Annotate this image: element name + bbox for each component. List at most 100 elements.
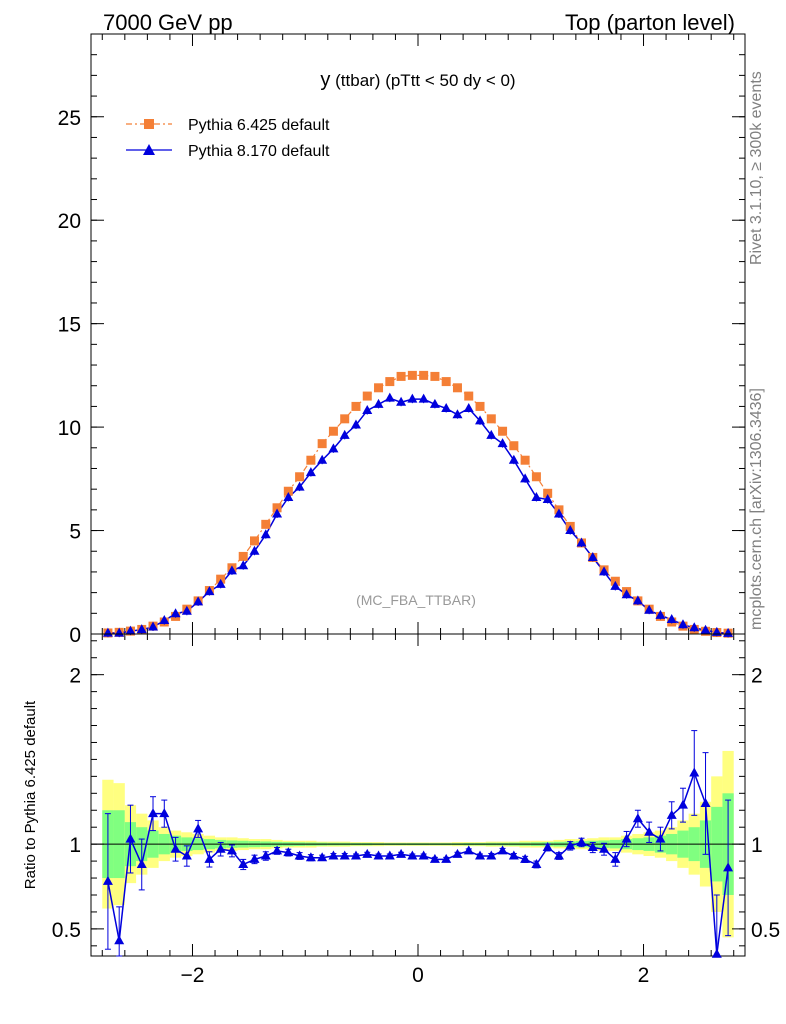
pythia6-point (419, 370, 429, 380)
pythia8-point (599, 566, 610, 576)
pythia8-point (666, 614, 677, 624)
pythia8-point (204, 586, 215, 596)
ratio-pythia8-point (373, 850, 384, 860)
ratio-pythia8-point (553, 850, 564, 860)
pythia8-point (373, 398, 384, 408)
ratio-pythia8-point (632, 813, 643, 823)
y-tick-label-right: 1 (751, 834, 763, 857)
ratio-pythia8-point (463, 845, 474, 855)
pythia8-point (396, 396, 407, 406)
ratio-pythia8-point (644, 826, 655, 836)
pythia6-point (531, 472, 541, 482)
pythia8-point (350, 419, 361, 429)
ratio-pythia8-point (396, 848, 407, 858)
pythia8-point (193, 596, 204, 606)
pythia8-point (486, 429, 497, 439)
ratio-ylabel: Ratio to Pythia 6.425 default (22, 700, 39, 889)
pythia8-point (148, 621, 159, 631)
pythia8-point (170, 608, 181, 618)
pythia6-point (272, 503, 282, 513)
pythia8-point (587, 551, 598, 561)
ratio-pythia8-point (655, 833, 666, 843)
ratio-pythia8-point (542, 842, 553, 852)
analysis-label: (MC_FBA_TTBAR) (356, 592, 476, 608)
ratio-pythia8-point (384, 850, 395, 860)
y-tick-label-right: 0.5 (751, 919, 780, 942)
y-tick-label: 15 (58, 314, 81, 337)
ratio-pythia8-point (272, 845, 283, 855)
ratio-pythia8-point (215, 843, 226, 853)
ratio-pythia8-point (305, 852, 316, 862)
pythia8-point (452, 409, 463, 419)
pythia8-point (475, 415, 486, 425)
pythia8-point (418, 393, 429, 403)
ratio-pythia8-point (599, 843, 610, 853)
pythia8-point (407, 393, 418, 403)
x-tick-label: 0 (412, 964, 424, 987)
pythia6-point (317, 439, 327, 449)
header-energy-label: 7000 GeV pp (103, 10, 233, 35)
ratio-pythia8-point (711, 948, 722, 958)
pythia8-point (125, 625, 136, 635)
ratio-pythia8-point (238, 858, 249, 868)
pythia6-point (396, 371, 406, 381)
ratio-pythia8-point (621, 833, 632, 843)
ratio-pythia8-point (362, 848, 373, 858)
pythia8-point (362, 405, 373, 415)
pythia8-point (723, 627, 734, 637)
pythia8-point (576, 537, 587, 547)
pythia6-point (430, 371, 440, 381)
ratio-pythia8-point (565, 840, 576, 850)
pythia6-point (441, 377, 451, 387)
pythia8-point (542, 494, 553, 504)
rivet-version-label: Rivet 3.1.10, ≥ 300k events (748, 71, 765, 265)
pythia8-point (249, 545, 260, 555)
ratio-pythia8-point (452, 848, 463, 858)
ratio-pythia8-point (159, 808, 170, 818)
plot-title-rest: (ttbar) (pTtt < 50 dy < 0) (330, 71, 515, 90)
ratio-pythia8-point (700, 797, 711, 807)
x-tick-label: 2 (638, 964, 650, 987)
ratio-pythia8-point (249, 853, 260, 863)
ratio-pythia8-point (418, 850, 429, 860)
legend-pythia8-label: Pythia 8.170 default (188, 143, 330, 160)
pythia8-point (384, 392, 395, 402)
ratio-pythia8-point (429, 853, 440, 863)
y-tick-label: 0.5 (52, 919, 81, 942)
ratio-pythia8-point (114, 935, 125, 945)
pythia8-point (677, 619, 688, 629)
y-tick-label-right: 2 (751, 665, 763, 688)
pythia6-point (520, 455, 530, 465)
y-tick-label: 5 (69, 521, 81, 544)
y-tick-label: 20 (58, 210, 81, 233)
ratio-axes: 0.5 0.5 1 1 2 2 −2 0 2 (52, 633, 780, 987)
ratio-pythia8-point (475, 850, 486, 860)
pythia8-point (328, 443, 339, 453)
ratio-pythia8-point (260, 850, 271, 860)
ratio-pythia8-point (576, 836, 587, 846)
ratio-pythia8-point (136, 858, 147, 868)
ratio-pythia8-point (204, 853, 215, 863)
pythia8-point (260, 529, 271, 539)
legend-pythia6-label: Pythia 6.425 default (188, 117, 330, 134)
pythia8-point (226, 565, 237, 575)
ratio-pythia8-point (610, 853, 621, 863)
legend: Pythia 6.425 default Pythia 8.170 defaul… (126, 117, 330, 160)
ratio-pythia8-point (508, 850, 519, 860)
header-process-label: Top (parton level) (565, 10, 735, 35)
ratio-pythia8-point (666, 809, 677, 819)
pythia8-point (497, 438, 508, 448)
pythia6-point (475, 401, 485, 411)
pythia6-point (283, 486, 293, 496)
plot-title-main: y (320, 69, 330, 91)
pythia8-point (305, 467, 316, 477)
pythia8-point (531, 491, 542, 501)
ratio-pythia8-point (531, 858, 542, 868)
pythia8-point (283, 491, 294, 501)
ratio-pythia8-point (339, 850, 350, 860)
pythia6-point (328, 426, 338, 436)
ratio-pythia8-point (486, 850, 497, 860)
pythia8-point (181, 605, 192, 615)
